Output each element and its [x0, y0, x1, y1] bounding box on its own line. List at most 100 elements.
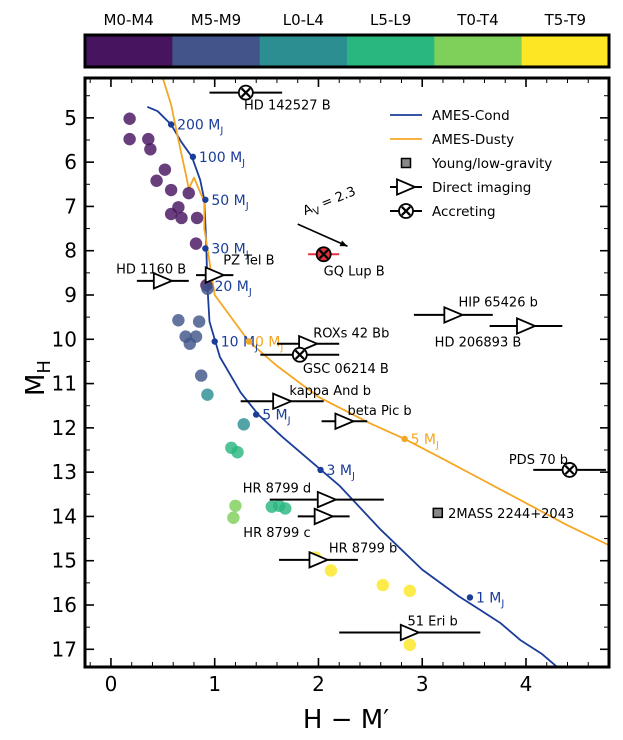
label-hr-8799-c: HR 8799 c [243, 526, 310, 541]
y-tick-label: 10 [52, 327, 77, 351]
y-axis-title: MH [21, 360, 55, 396]
colorbar-segment [347, 35, 435, 67]
mass-marker-label: 30 MJ [211, 242, 248, 261]
marker-hip-65426-b [443, 305, 465, 324]
mass-marker-dot [202, 245, 209, 252]
mass-marker-dot [253, 411, 260, 418]
mass-marker-dot [189, 153, 197, 161]
colorbar-label: L5-L9 [370, 11, 411, 29]
label-hr-8799-d: HR 8799 d [243, 482, 311, 497]
mass-marker-dot [401, 435, 408, 443]
ames-dusty-curve [161, 78, 609, 547]
field-dwarf-point [182, 186, 195, 200]
legend-label: Young/low-gravity [431, 156, 552, 172]
mass-marker-label: 5 MJ [411, 432, 439, 451]
label-gq-lup-b: GQ Lup B [324, 265, 385, 280]
clipped-content: 200 MJ 100 MJ 50 MJ 30 MJ 20 MJ 10 MJ0 MJ 5 MJ… [116, 78, 609, 667]
y-tick-label: 17 [52, 637, 77, 661]
field-dwarf-point [265, 500, 278, 513]
plot-frame [83, 76, 611, 669]
label-hr-8799-b: HR 8799 b [329, 541, 397, 556]
colorbar-label: M0-M4 [103, 11, 153, 29]
spectral-type-colorbar: M0-M4 M5-M9 L0-L4 L5-L9 T0-T4 T5-T9 [83, 11, 611, 69]
label-kappa-and-b: kappa And b [289, 384, 371, 399]
label-gsc-06214-b: GSC 06214 B [303, 362, 389, 377]
colorbar-segment [521, 35, 610, 67]
field-dwarf-point [190, 211, 204, 225]
field-dwarf-point [123, 112, 136, 125]
mass-marker-dot [211, 338, 218, 345]
legend-label: Accreting [432, 204, 496, 220]
y-tick-label: 6 [64, 150, 77, 174]
legend-label: AMES-Cond [432, 108, 510, 124]
mass-marker-label: 3 MJ [327, 463, 355, 482]
field-dwarf-point [201, 282, 214, 295]
mass-marker-label: 200 MJ [177, 118, 223, 137]
marker-gq-lup-b-stroke [318, 249, 329, 260]
legend: AMES-Cond AMES-Dusty Young/low-gravity Dire… [390, 108, 552, 220]
y-tick-label: 14 [52, 504, 77, 528]
colorbar-segment [259, 35, 348, 67]
y-tick-label: 7 [64, 194, 77, 218]
axis-titles: H − M′ MH [21, 360, 389, 735]
mass-marker-label: 100 MJ [199, 150, 245, 169]
y-tick-label: 11 [52, 372, 77, 396]
mass-marker-label: 5 MJ [262, 408, 290, 427]
colorbar-label: T0-T4 [456, 11, 498, 29]
label-pds-70-b: PDS 70 b [509, 453, 568, 468]
field-dwarf-point [376, 578, 389, 592]
label-hip-65426-b: HIP 65426 b [459, 296, 538, 311]
marker-roxs-42-bb [298, 334, 320, 353]
colorbar-label: L0-L4 [283, 11, 324, 29]
legend-square [400, 157, 412, 169]
field-dwarf-point [229, 499, 242, 512]
field-dwarf-point [227, 511, 240, 524]
y-tick-label: 5 [64, 106, 77, 130]
field-dwarf-point [403, 584, 416, 598]
field-dwarf-point [201, 388, 214, 401]
colorbar-label: M5-M9 [191, 11, 241, 29]
colorbar-label: T5-T9 [544, 11, 586, 29]
extinction-label: AV = 2.3 [301, 184, 359, 222]
mass-marker-label: 50 MJ [211, 193, 248, 212]
field-dwarf-point [164, 207, 178, 221]
x-tick-label: 4 [520, 672, 533, 696]
field-dwarf-point [237, 418, 250, 431]
field-dwarf-point [189, 237, 203, 250]
extinction-arrow-line [297, 223, 348, 248]
y-tick-label: 12 [52, 416, 77, 440]
label-beta-pic-b: beta Pic b [348, 404, 412, 419]
mass-marker-dot [466, 594, 474, 601]
legend-label: AMES-Dusty [432, 132, 514, 148]
field-dwarf-point [175, 211, 188, 225]
marker-gsc-06214-b-stroke [294, 349, 305, 360]
marker-51-eri-b [399, 623, 422, 642]
mass-marker-label: 10 MJ [221, 335, 258, 354]
field-dwarf-point [403, 638, 416, 652]
y-tick-label: 9 [64, 283, 77, 307]
mass-marker-dot [245, 338, 253, 345]
marker-pz-tel-b [204, 266, 227, 285]
mass-marker-dot [317, 466, 324, 474]
x-axis-title: H − M′ [303, 705, 389, 735]
marker-hr-8799-d [316, 490, 339, 509]
mass-marker-label: 1 MJ [476, 590, 504, 609]
field-dwarf-point [158, 163, 172, 176]
field-dwarf-point [324, 564, 338, 577]
marker-hd-1160-b [152, 271, 175, 290]
mass-marker-label: 20 MJ [214, 279, 251, 298]
field-dwarf-point [172, 314, 185, 327]
x-tick-label: 2 [312, 672, 325, 696]
marker-hd-142527-b-stroke [240, 87, 251, 98]
legend-label: Direct imaging [432, 180, 531, 196]
field-dwarf-point [231, 446, 244, 459]
legend-triangle [396, 177, 418, 197]
field-dwarf-point [123, 132, 136, 146]
colorbar-frame [83, 33, 611, 69]
colorbar-segment [172, 35, 261, 67]
legend-cross-stroke [401, 206, 411, 216]
marker-hr-8799-c [313, 507, 335, 526]
label-hd-206893-b: HD 206893 B [435, 336, 522, 351]
colorbar-segment [434, 35, 523, 67]
